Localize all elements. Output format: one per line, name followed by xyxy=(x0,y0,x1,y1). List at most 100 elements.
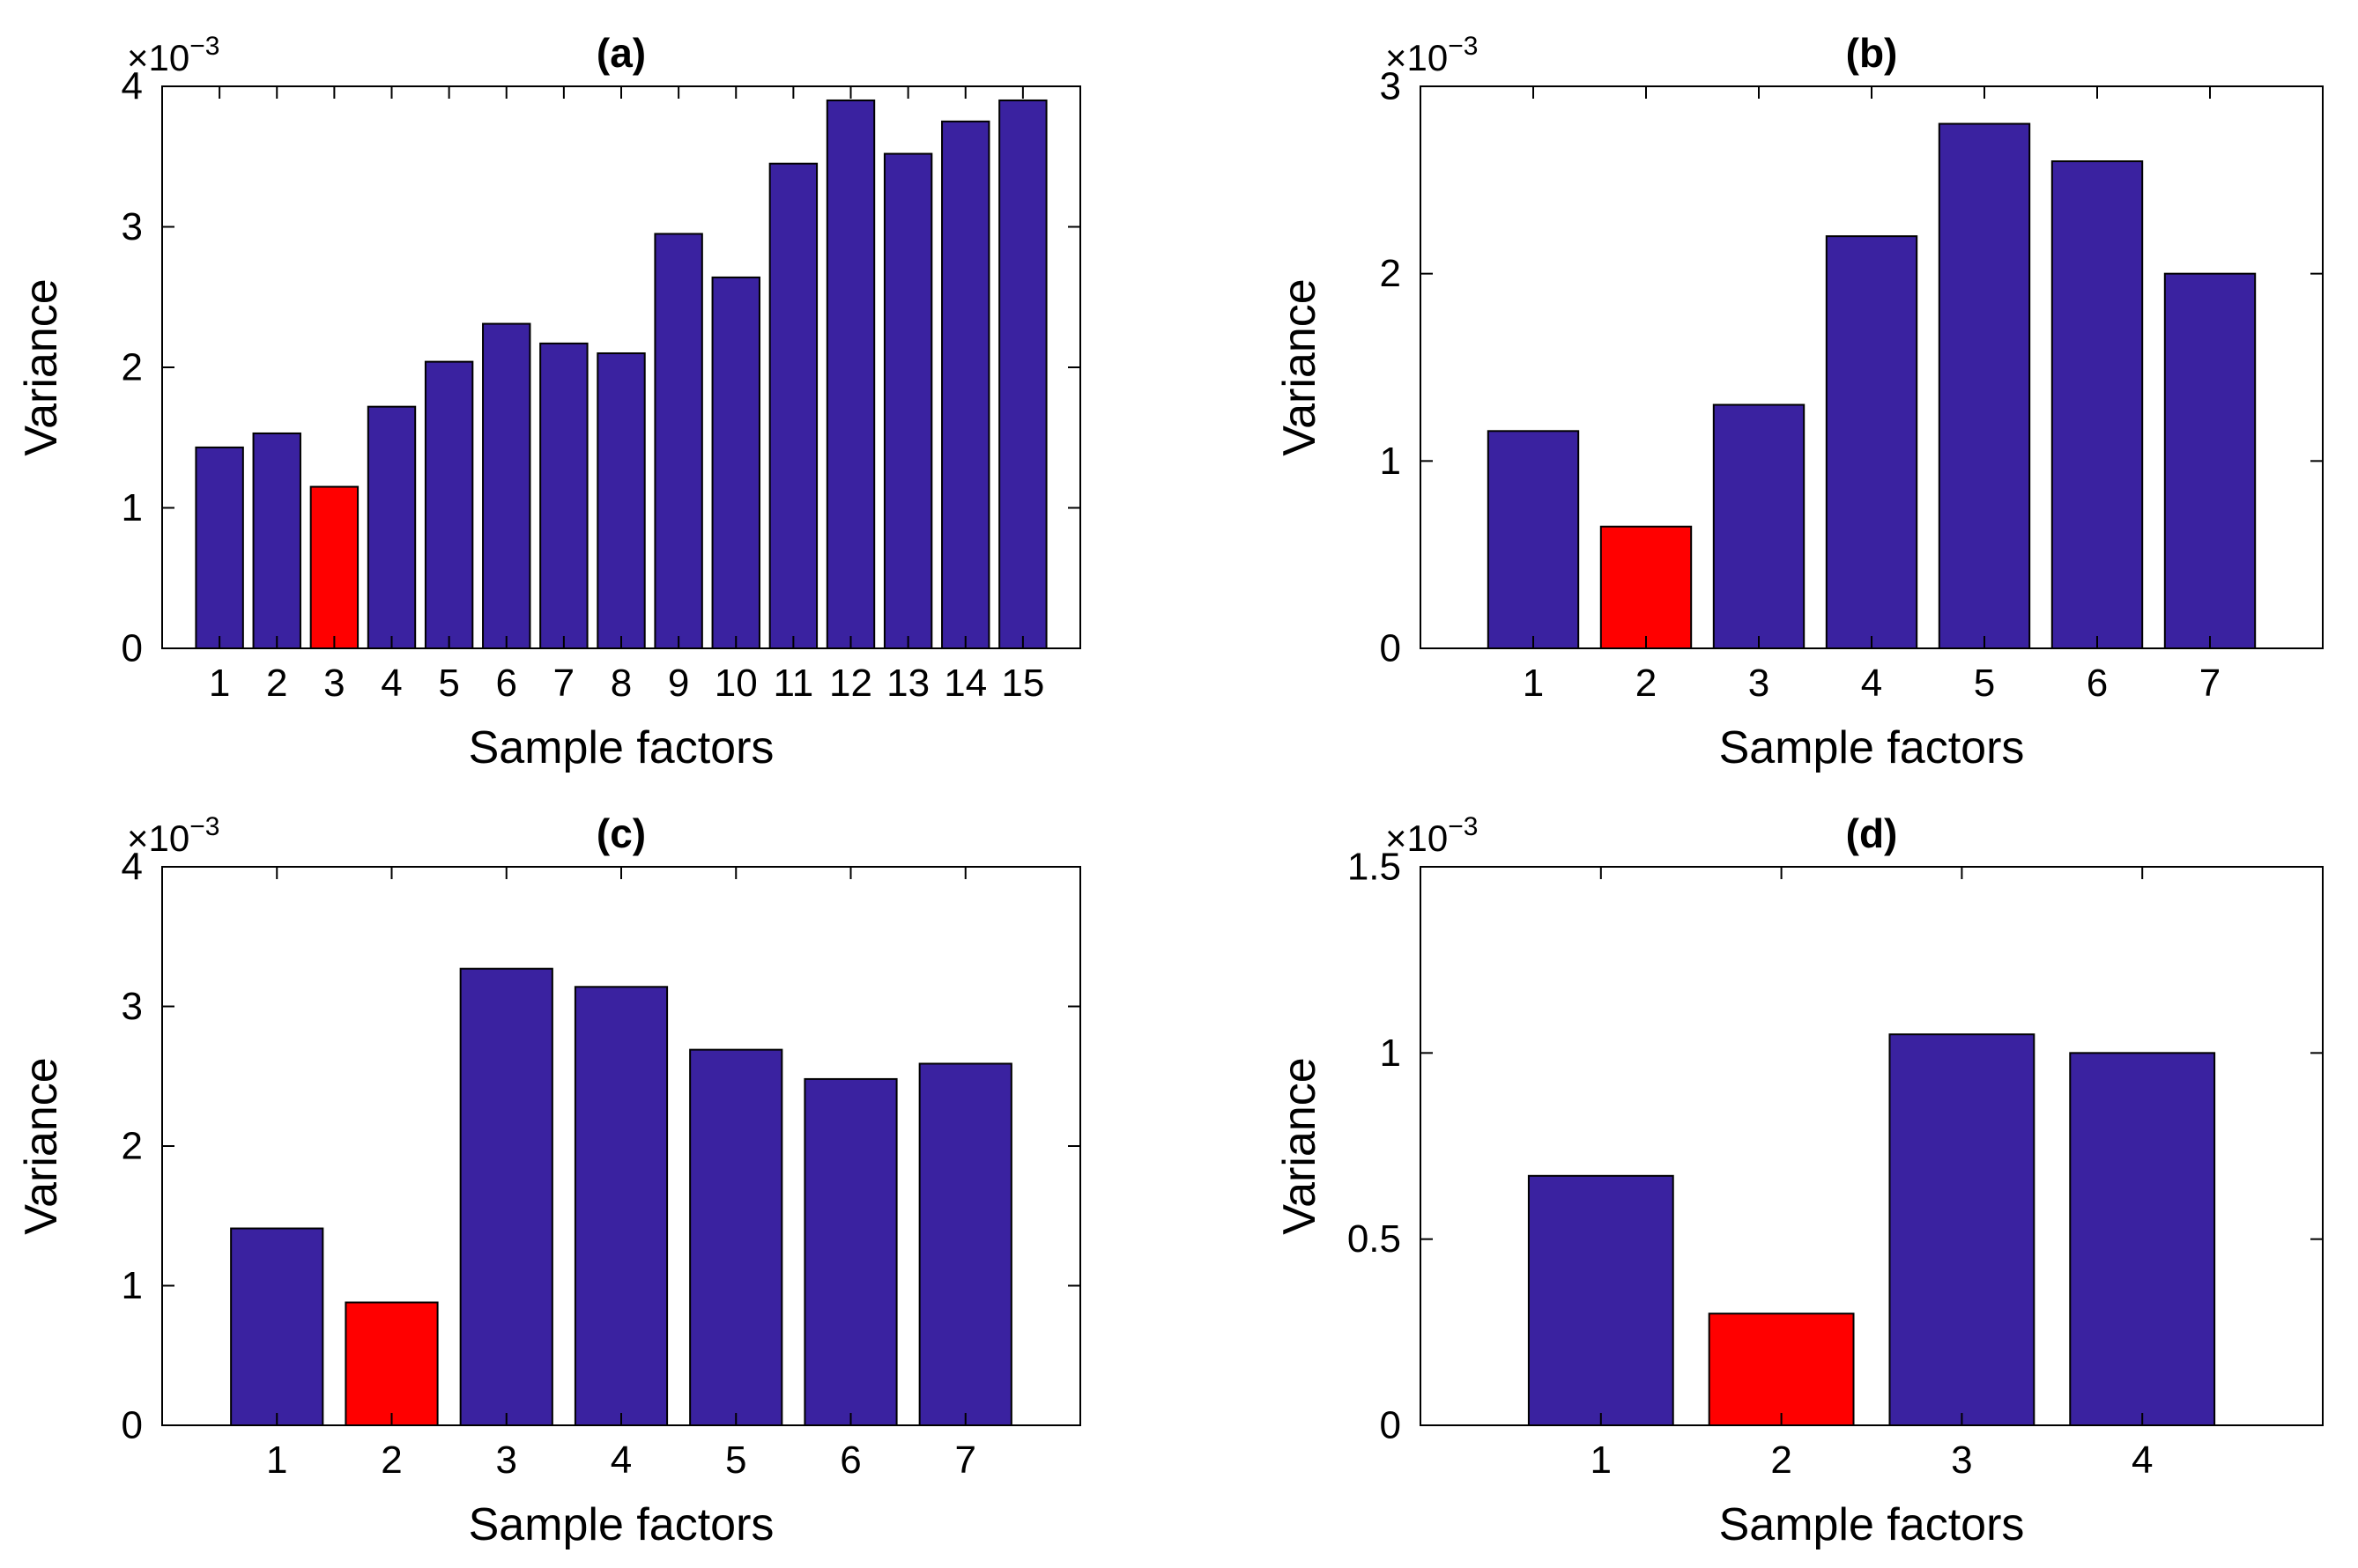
x-tick-label: 4 xyxy=(381,662,402,705)
y-tick-label: 0 xyxy=(122,1404,143,1447)
bar xyxy=(424,360,474,649)
y-axis-label: Variance xyxy=(16,278,67,455)
y-tick-label: 1 xyxy=(1380,440,1401,483)
bar xyxy=(195,446,244,650)
bar-highlighted xyxy=(1708,1313,1855,1426)
bar xyxy=(689,1048,783,1426)
bar xyxy=(2069,1052,2216,1427)
chart-panel-d: 0 0.5 1 1.5 1 2 3 4 (d) Sample factors Variance ×10… xyxy=(1274,810,2324,1550)
bar xyxy=(918,1062,1012,1426)
bar xyxy=(1487,430,1580,649)
x-tick-label: 3 xyxy=(323,662,345,705)
y-tick-label: 4 xyxy=(122,846,143,889)
bar xyxy=(1712,403,1806,649)
x-tick-label: 11 xyxy=(774,662,814,705)
x-axis-label: Sample factors xyxy=(469,1499,775,1550)
bar xyxy=(230,1227,324,1427)
chart-panel-c: 0 1 2 3 4 1 2 3 4 5 6 7 (c) Sample factors Variance ×10… xyxy=(16,810,1081,1550)
bar xyxy=(883,152,933,649)
x-tick-label: 4 xyxy=(611,1439,632,1482)
y-tick-label: 1 xyxy=(122,1264,143,1307)
y-scale-power: −3 xyxy=(1448,32,1478,61)
x-tick-label: 1 xyxy=(1523,662,1544,705)
chart-panel-b: 0 1 2 3 1 2 3 4 5 6 7 (b) Sample factors Variance ×10−… xyxy=(1274,30,2324,773)
bar xyxy=(826,99,876,649)
y-tick-label: 1 xyxy=(122,486,143,529)
y-axis-label: Variance xyxy=(1274,1057,1325,1234)
bar-highlighted xyxy=(1599,525,1693,649)
y-tick-label: 0.5 xyxy=(1347,1217,1401,1261)
x-tick-label: 1 xyxy=(209,662,230,705)
bar xyxy=(768,162,819,650)
y-tick-label: 1 xyxy=(1380,1032,1401,1075)
y-axis-label: Variance xyxy=(1274,278,1325,455)
x-tick-label: 4 xyxy=(1861,662,1882,705)
bar xyxy=(1888,1033,2035,1426)
y-tick-label: 0 xyxy=(1380,627,1401,670)
y-scale-power: −3 xyxy=(1448,812,1478,841)
bar xyxy=(2050,160,2144,650)
y-tick-label: 3 xyxy=(122,985,143,1028)
y-scale-exponent: ×10−3 xyxy=(1385,812,1478,859)
y-tick-label: 2 xyxy=(1380,252,1401,295)
bar xyxy=(804,1077,898,1427)
x-axis-label: Sample factors xyxy=(1719,1499,2025,1550)
bar xyxy=(574,986,669,1427)
chart-title: (d) xyxy=(1846,810,1898,856)
x-tick-label: 2 xyxy=(1770,1439,1791,1482)
x-tick-label: 13 xyxy=(886,662,930,705)
bar xyxy=(1938,122,2031,650)
x-tick-label: 6 xyxy=(840,1439,861,1482)
x-tick-label: 7 xyxy=(553,662,575,705)
x-tick-label: 7 xyxy=(955,1439,976,1482)
x-tick-label: 12 xyxy=(829,662,872,705)
bar xyxy=(1527,1174,1674,1427)
bar xyxy=(941,120,990,649)
x-tick-label: 10 xyxy=(715,662,758,705)
chart-title: (b) xyxy=(1846,30,1898,76)
bar xyxy=(2163,272,2257,649)
bar-highlighted xyxy=(345,1301,439,1427)
y-scale-base: ×10 xyxy=(1385,37,1448,78)
y-tick-label: 0 xyxy=(1380,1404,1401,1447)
bar xyxy=(998,99,1048,649)
x-tick-label: 9 xyxy=(668,662,689,705)
bar xyxy=(1825,235,1918,649)
y-scale-power: −3 xyxy=(189,32,219,61)
x-tick-label: 2 xyxy=(266,662,287,705)
x-tick-label: 8 xyxy=(611,662,632,705)
y-scale-exponent: ×10−3 xyxy=(1385,32,1478,78)
x-tick-label: 3 xyxy=(1951,1439,1972,1482)
x-tick-label: 5 xyxy=(438,662,459,705)
x-tick-label: 5 xyxy=(725,1439,746,1482)
x-tick-label: 6 xyxy=(2087,662,2108,705)
bar xyxy=(252,432,301,649)
x-tick-label: 2 xyxy=(1635,662,1657,705)
y-tick-label: 2 xyxy=(122,1125,143,1168)
x-tick-label: 3 xyxy=(1748,662,1769,705)
y-tick-label: 3 xyxy=(1380,65,1401,108)
bar xyxy=(539,342,589,649)
y-scale-base: ×10 xyxy=(127,37,189,78)
bar xyxy=(597,352,646,649)
y-scale-exponent: ×10−3 xyxy=(127,812,219,859)
y-scale-exponent: ×10−3 xyxy=(127,32,219,78)
bar xyxy=(482,322,531,649)
bar xyxy=(459,967,553,1426)
chart-title: (a) xyxy=(597,30,646,76)
x-tick-label: 7 xyxy=(2199,662,2221,705)
x-axis-label: Sample factors xyxy=(1719,722,2025,773)
chart-title: (c) xyxy=(597,810,646,856)
y-scale-base: ×10 xyxy=(127,817,189,859)
x-tick-label: 2 xyxy=(381,1439,402,1482)
x-tick-label: 14 xyxy=(944,662,987,705)
y-tick-label: 4 xyxy=(122,65,143,108)
y-tick-label: 3 xyxy=(122,205,143,248)
x-tick-label: 15 xyxy=(1001,662,1044,705)
bar xyxy=(654,233,703,649)
y-scale-base: ×10 xyxy=(1385,817,1448,859)
bar xyxy=(711,276,760,649)
y-tick-label: 1.5 xyxy=(1347,846,1401,889)
